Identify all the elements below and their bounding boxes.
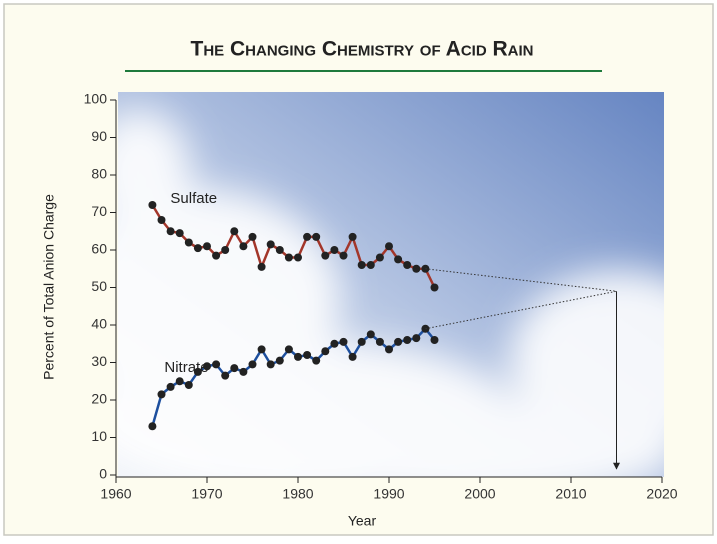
data-point	[284, 253, 293, 262]
data-point	[312, 356, 321, 365]
data-point	[275, 356, 284, 365]
data-point	[230, 364, 239, 373]
y-tick-label: 30	[91, 353, 107, 369]
data-point	[230, 227, 239, 236]
data-point	[312, 232, 321, 241]
data-point	[275, 246, 284, 254]
data-point	[157, 390, 166, 399]
data-point	[394, 255, 403, 264]
x-tick-label: 2000	[464, 486, 495, 502]
data-point	[221, 246, 230, 254]
y-tick-label: 50	[91, 278, 107, 294]
x-tick-label: 2010	[555, 486, 586, 502]
series-label: Sulfate	[170, 190, 217, 207]
projection-line	[425, 290, 617, 330]
data-point	[412, 334, 421, 343]
data-point	[294, 352, 302, 361]
data-point	[303, 351, 312, 359]
sky-background	[118, 92, 664, 477]
data-point	[257, 262, 266, 271]
x-tick-label: 1970	[191, 486, 222, 502]
data-point	[203, 362, 211, 371]
data-point	[184, 381, 193, 389]
y-axis-label: Percent of Total Anion Charge	[41, 194, 57, 380]
data-point	[175, 377, 184, 386]
data-point	[430, 336, 439, 344]
data-point	[321, 347, 330, 356]
data-point	[366, 330, 375, 339]
x-tick-label: 1980	[282, 486, 313, 502]
data-point	[148, 201, 157, 209]
data-point	[193, 367, 202, 376]
y-tick-label: 60	[91, 241, 107, 257]
data-point	[166, 382, 175, 391]
data-point	[403, 261, 412, 269]
data-point	[184, 238, 193, 247]
data-point	[412, 264, 421, 273]
y-tick-label: 90	[91, 128, 107, 144]
data-point	[330, 339, 339, 348]
data-point	[248, 232, 257, 241]
data-point	[339, 337, 348, 346]
data-point	[294, 253, 302, 262]
data-point	[348, 352, 357, 361]
data-point	[284, 345, 293, 354]
data-point	[430, 283, 439, 292]
series-label: Nitrate	[164, 359, 208, 376]
y-tick-label: 80	[91, 166, 107, 182]
data-point	[303, 232, 312, 241]
data-point	[203, 242, 211, 251]
x-axis-label: Year	[348, 513, 377, 529]
data-point	[266, 240, 275, 249]
x-tick-label: 2020	[646, 486, 677, 502]
y-tick-label: 20	[91, 391, 107, 407]
data-point	[157, 216, 166, 224]
data-point	[239, 242, 248, 251]
y-tick-label: 70	[91, 203, 107, 219]
data-point	[193, 244, 202, 253]
data-point	[366, 261, 375, 269]
data-point	[212, 360, 221, 369]
data-point	[221, 371, 230, 380]
y-tick-label: 0	[99, 466, 107, 482]
projection-line	[425, 268, 617, 292]
data-point	[321, 251, 330, 260]
data-point	[357, 337, 366, 346]
data-point	[375, 253, 384, 262]
data-point	[330, 246, 339, 254]
data-point	[239, 367, 248, 376]
x-tick-label: 1990	[373, 486, 404, 502]
data-point	[403, 336, 412, 344]
data-point	[212, 251, 221, 260]
data-point	[257, 345, 266, 354]
data-point	[357, 261, 366, 269]
data-point	[248, 360, 257, 369]
y-tick-label: 100	[84, 91, 108, 107]
data-point	[148, 422, 157, 431]
data-point	[348, 232, 357, 241]
data-point	[385, 242, 393, 251]
data-point	[166, 227, 175, 236]
x-tick-label: 1960	[100, 486, 131, 502]
data-point	[339, 251, 348, 260]
data-point	[266, 360, 275, 369]
data-point	[375, 337, 384, 346]
y-tick-label: 40	[91, 316, 107, 332]
data-point	[385, 345, 393, 354]
y-tick-label: 10	[91, 428, 107, 444]
data-point	[394, 337, 403, 346]
data-point	[175, 229, 184, 238]
chart-title: The Changing Chemistry of Acid Rain	[191, 38, 534, 61]
